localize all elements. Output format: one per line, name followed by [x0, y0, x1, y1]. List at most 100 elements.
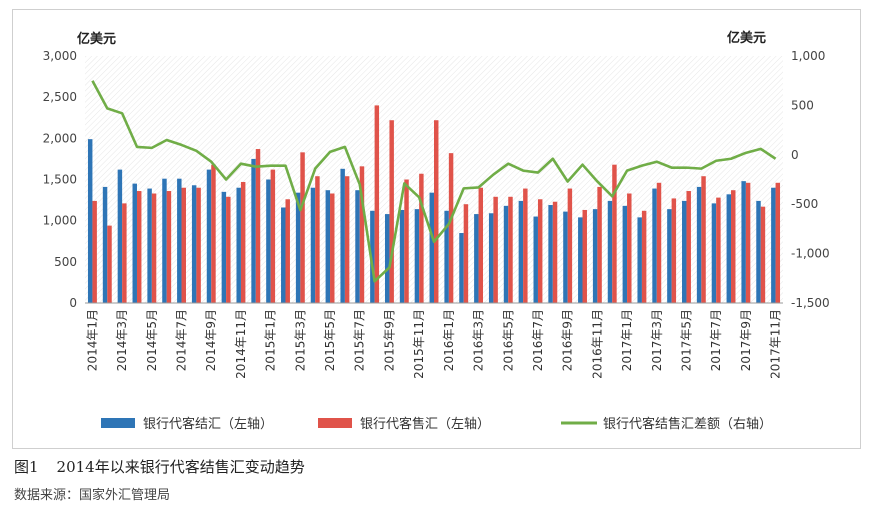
- bar-settlement: [266, 179, 271, 303]
- bar-sales: [775, 182, 781, 303]
- bar-sales: [226, 196, 231, 303]
- legend-swatch: [318, 418, 352, 428]
- figure-source: 数据来源：国家外汇管理局: [14, 488, 171, 503]
- bar-sales: [448, 153, 454, 303]
- bar-sales: [567, 188, 573, 303]
- bar-settlement: [221, 191, 227, 303]
- bar-settlement: [370, 210, 375, 303]
- figure-caption: 图1 2014年以来银行代客结售汇变动趋势: [14, 456, 305, 477]
- right-tick-label: -1,000: [791, 247, 830, 261]
- bar-sales: [701, 176, 706, 303]
- bar-settlement: [771, 187, 776, 303]
- bar-settlement: [711, 203, 717, 303]
- right-tick-label: -500: [791, 197, 818, 211]
- bar-settlement: [206, 169, 212, 303]
- chart-frame: 0 500 1,000 1,500 2,000 2,500 3,000 -1,500 -1,00…: [12, 9, 861, 449]
- bar-sales: [344, 176, 350, 303]
- x-tick-label: 2016年11月: [590, 309, 604, 379]
- bar-settlement: [548, 205, 553, 303]
- x-tick-label: 2015年11月: [412, 309, 426, 379]
- x-tick-label: 2014年11月: [234, 309, 248, 379]
- bar-sales: [612, 164, 617, 303]
- bar-sales: [463, 204, 469, 303]
- bar-settlement: [533, 216, 538, 303]
- legend-label: 银行代客售汇（左轴）: [360, 416, 490, 432]
- x-tick-label: 2016年7月: [531, 309, 545, 371]
- bar-sales: [434, 120, 439, 303]
- bar-sales: [508, 196, 513, 303]
- bar-sales: [627, 193, 632, 303]
- legend-swatch: [101, 418, 135, 428]
- x-tick-label: 2014年3月: [115, 309, 129, 371]
- bar-sales: [330, 193, 335, 303]
- x-tick-label: 2017年11月: [769, 309, 783, 379]
- x-tick-label: 2016年1月: [442, 309, 456, 371]
- bar-settlement: [162, 178, 167, 303]
- bar-sales: [716, 197, 721, 303]
- figure-number: 图1: [14, 458, 39, 476]
- bar-settlement: [132, 183, 137, 303]
- x-tick-label: 2017年1月: [620, 309, 634, 371]
- bar-sales: [745, 182, 751, 303]
- bar-sales: [270, 169, 276, 303]
- bar-settlement: [563, 211, 568, 303]
- bar-sales: [523, 188, 528, 303]
- bar-settlement: [177, 178, 182, 303]
- left-tick-label: 1,500: [43, 173, 77, 187]
- chart-svg: 0 500 1,000 1,500 2,000 2,500 3,000 -1,500 -1,00…: [43, 49, 830, 432]
- figure-caption-text: 2014年以来银行代客结售汇变动趋势: [56, 458, 305, 476]
- x-tick-label: 2015年7月: [353, 309, 367, 371]
- bar-sales: [374, 105, 380, 304]
- bar-sales: [285, 199, 290, 303]
- bar-sales: [122, 203, 127, 303]
- bar-settlement: [474, 214, 479, 303]
- bar-sales: [597, 186, 602, 303]
- x-tick-label: 2015年9月: [382, 309, 396, 371]
- bar-settlement: [236, 187, 241, 303]
- bar-settlement: [444, 210, 449, 303]
- bar-settlement: [459, 233, 464, 303]
- bar-settlement: [399, 209, 405, 303]
- bar-sales: [315, 176, 320, 303]
- bar-sales: [582, 209, 587, 303]
- bar-settlement: [741, 181, 746, 303]
- bar-settlement: [340, 168, 345, 303]
- left-tick-label: 3,000: [43, 49, 77, 63]
- x-tick-label: 2016年9月: [561, 309, 575, 371]
- bar-settlement: [281, 207, 286, 303]
- bar-sales: [196, 187, 201, 303]
- bar-settlement: [488, 213, 494, 303]
- bar-settlement: [355, 190, 360, 303]
- bar-sales: [181, 187, 186, 303]
- x-tick-label: 2014年9月: [204, 309, 218, 371]
- bar-settlement: [251, 158, 256, 303]
- bar-settlement: [325, 190, 331, 303]
- bar-sales: [552, 201, 558, 303]
- bar-settlement: [607, 200, 613, 303]
- x-tick-label: 2015年3月: [293, 309, 307, 371]
- x-tick-label: 2014年1月: [85, 309, 99, 371]
- right-tick-label: 500: [791, 98, 814, 112]
- x-tick-label: 2017年3月: [650, 309, 664, 371]
- bar-settlement: [667, 209, 672, 303]
- bar-sales: [641, 210, 647, 303]
- bar-sales: [493, 196, 498, 303]
- x-tick-label: 2016年3月: [472, 309, 486, 371]
- x-tick-label: 2014年5月: [145, 309, 159, 371]
- left-tick-label: 500: [54, 255, 77, 269]
- right-axis-unit: 亿美元: [727, 31, 767, 46]
- bar-sales: [760, 206, 766, 303]
- bar-settlement: [637, 217, 642, 303]
- bar-settlement: [117, 169, 123, 303]
- bar-settlement: [147, 188, 152, 303]
- bar-sales: [166, 191, 172, 303]
- bar-settlement: [696, 186, 702, 303]
- bar-settlement: [414, 209, 420, 303]
- right-tick-label: 0: [791, 148, 799, 162]
- x-tick-label: 2015年1月: [264, 309, 278, 371]
- bar-settlement: [102, 186, 108, 303]
- bar-sales: [359, 166, 365, 303]
- bar-settlement: [756, 200, 761, 303]
- bar-sales: [211, 164, 216, 303]
- bar-settlement: [87, 139, 93, 303]
